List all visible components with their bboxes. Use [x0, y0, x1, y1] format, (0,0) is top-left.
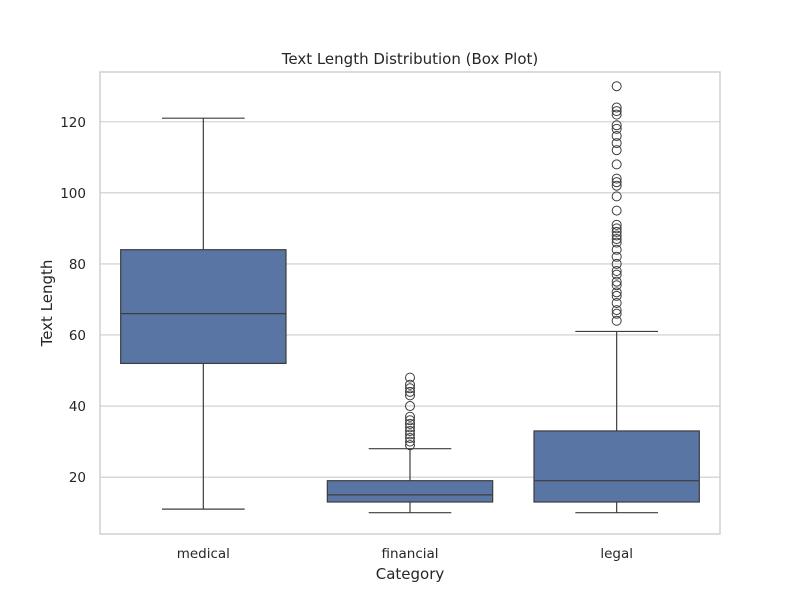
outlier-point-financial-12 — [405, 383, 415, 394]
outlier-point-legal-26 — [611, 138, 622, 149]
y-tick-label-100: 100 — [60, 186, 86, 202]
x-axis-ticks: medical financial legal — [177, 546, 633, 562]
outlier-point-financial-2 — [405, 433, 415, 444]
outlier-point-legal-15 — [611, 230, 622, 241]
outlier-point-financial-14 — [405, 372, 415, 383]
y-axis-label: Text Length — [38, 260, 56, 348]
box-group-financial — [326, 372, 494, 514]
outlier-point-legal-8 — [611, 269, 622, 280]
box-group-legal — [533, 81, 700, 514]
box-group-medical — [120, 117, 287, 510]
outlier-point-legal-22 — [611, 177, 622, 188]
outlier-point-financial-5 — [405, 422, 415, 433]
x-axis-label: Category — [376, 565, 445, 583]
outlier-point-legal-33 — [611, 81, 622, 92]
y-tick-label-40: 40 — [69, 399, 86, 415]
outlier-point-legal-7 — [611, 276, 622, 287]
outlier-point-financial-13 — [405, 379, 415, 390]
y-tick-label-20: 20 — [69, 470, 86, 486]
outlier-point-legal-10 — [611, 258, 622, 269]
outlier-point-legal-1 — [611, 308, 622, 319]
outlier-point-financial-0 — [405, 440, 415, 451]
outlier-point-legal-20 — [611, 191, 622, 202]
outlier-point-legal-29 — [611, 120, 622, 131]
chart-title: Text Length Distribution (Box Plot) — [281, 50, 539, 68]
outlier-point-legal-21 — [611, 180, 622, 191]
x-tick-label-financial: financial — [381, 546, 438, 562]
outlier-point-legal-18 — [611, 219, 622, 230]
outlier-point-legal-9 — [611, 266, 622, 277]
outlier-point-legal-5 — [611, 287, 622, 298]
box-medical — [120, 249, 287, 365]
outlier-point-legal-27 — [611, 130, 622, 141]
outlier-point-legal-31 — [611, 106, 622, 117]
outlier-point-legal-3 — [611, 298, 622, 308]
outlier-point-legal-12 — [611, 244, 622, 255]
outlier-point-legal-32 — [611, 102, 622, 113]
outlier-point-legal-4 — [611, 290, 622, 301]
y-axis-ticks: 20 40 60 80 100 120 — [60, 115, 86, 486]
y-tick-label-60: 60 — [69, 328, 86, 344]
x-tick-label-legal: legal — [600, 546, 633, 562]
outlier-point-financial-7 — [405, 415, 415, 426]
outlier-point-legal-0 — [611, 315, 622, 326]
outlier-point-legal-6 — [611, 280, 622, 291]
outlier-point-financial-1 — [405, 436, 415, 447]
outlier-point-legal-16 — [611, 226, 622, 237]
y-tick-label-120: 120 — [60, 115, 86, 131]
outlier-point-legal-13 — [611, 237, 622, 248]
outlier-point-financial-11 — [405, 386, 415, 397]
box-legal — [533, 430, 700, 503]
outlier-point-legal-14 — [611, 234, 622, 245]
outlier-point-legal-24 — [611, 159, 622, 170]
outlier-point-legal-23 — [611, 173, 622, 184]
outlier-point-financial-3 — [405, 429, 415, 440]
outlier-point-legal-17 — [611, 223, 622, 234]
outlier-point-financial-8 — [405, 411, 415, 422]
outlier-point-legal-28 — [611, 123, 622, 134]
y-tick-label-80: 80 — [69, 257, 86, 273]
outlier-point-legal-2 — [611, 305, 622, 316]
x-tick-label-medical: medical — [177, 546, 230, 562]
plot-frame — [99, 71, 721, 535]
outlier-point-financial-9 — [405, 401, 415, 412]
outlier-point-legal-11 — [611, 251, 622, 262]
outlier-point-legal-19 — [611, 205, 622, 216]
outlier-point-financial-4 — [405, 425, 415, 436]
box-financial — [326, 480, 494, 503]
outlier-point-legal-30 — [611, 109, 622, 120]
outlier-point-financial-10 — [405, 390, 415, 401]
box-series — [120, 81, 700, 514]
outlier-point-financial-6 — [405, 418, 415, 429]
outlier-point-legal-25 — [611, 145, 622, 156]
